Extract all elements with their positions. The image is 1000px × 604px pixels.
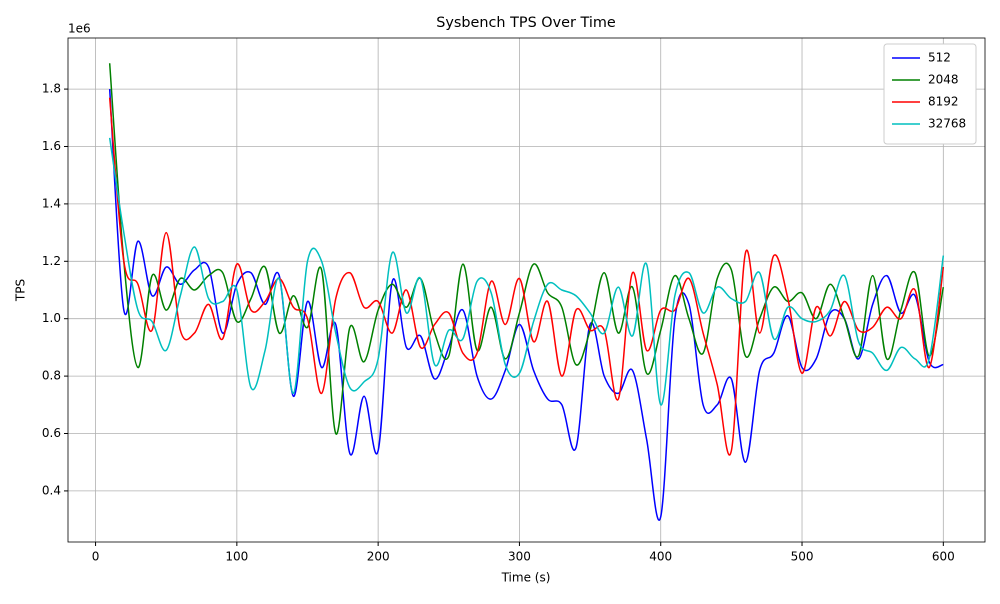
legend-box: [883, 43, 977, 145]
y-tick-label: 1.2: [42, 254, 61, 268]
y-tick-label: 0.4: [42, 483, 61, 497]
x-axis-label: Time (s): [501, 571, 551, 585]
x-tick-label: 600: [932, 550, 955, 564]
x-tick-label: 0: [92, 550, 100, 564]
legend-label: 2048: [928, 73, 959, 87]
plot-frame: [67, 37, 986, 543]
legend-label: 32768: [928, 117, 966, 131]
x-tick-label: 200: [367, 550, 390, 564]
x-tick-label: 400: [649, 550, 672, 564]
y-tick-label: 1.8: [42, 82, 61, 96]
series-line: [108, 137, 945, 406]
series-line: [108, 97, 945, 456]
x-tick-label: 300: [508, 550, 531, 564]
legend-label: 512: [928, 51, 951, 65]
y-tick-label: 1.6: [42, 139, 61, 153]
series-line: [108, 63, 945, 435]
y-offset-label: 1e6: [68, 22, 91, 36]
y-tick-label: 0.8: [42, 369, 61, 383]
chart-title: Sysbench TPS Over Time: [436, 15, 616, 31]
y-tick-label: 0.6: [42, 426, 61, 440]
y-tick-label: 1.0: [42, 311, 61, 325]
legend-label: 8192: [928, 95, 959, 109]
x-tick-label: 500: [791, 550, 814, 564]
series-line: [108, 89, 944, 521]
y-axis-label: TPS: [14, 279, 28, 302]
y-tick-label: 1.4: [42, 196, 61, 210]
x-tick-label: 100: [225, 550, 248, 564]
